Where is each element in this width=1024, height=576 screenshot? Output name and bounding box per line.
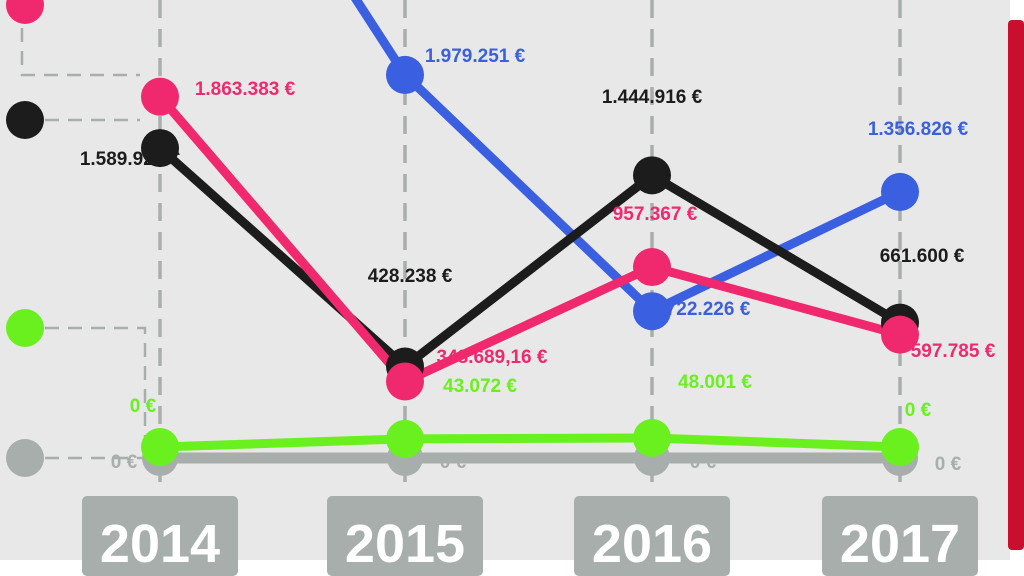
data-point-pink xyxy=(633,248,671,287)
data-point-green xyxy=(141,428,179,466)
data-point-blue xyxy=(881,172,919,211)
data-label-black: 1.444.916 € xyxy=(602,87,703,108)
data-label-pink: 348.689,16 € xyxy=(437,347,548,368)
year-box xyxy=(82,496,238,576)
data-label-grey: 0 € xyxy=(440,452,467,473)
data-label-green: 0 € xyxy=(905,400,932,421)
data-label-grey: 0 € xyxy=(111,452,138,473)
legend-dot xyxy=(6,101,44,139)
data-label-blue: 1.979.251 € xyxy=(425,46,526,67)
x-tick-label: 2017 xyxy=(840,514,960,574)
data-point-pink xyxy=(386,362,424,401)
data-point-blue xyxy=(386,55,424,94)
x-tick-label: 2015 xyxy=(345,514,465,574)
data-label-green: 43.072 € xyxy=(443,376,517,397)
legend-connector xyxy=(45,326,147,440)
data-label-pink: 957.367 € xyxy=(613,204,698,225)
data-label-black: 428.238 € xyxy=(368,266,453,287)
data-label-blue: 1.356.826 € xyxy=(868,119,969,140)
data-point-green xyxy=(881,428,919,466)
x-tick-label: 2014 xyxy=(100,514,220,574)
accent-bar xyxy=(1008,20,1024,550)
data-label-green: 0 € xyxy=(130,396,157,417)
legend-dot xyxy=(6,0,44,24)
year-box xyxy=(822,496,978,576)
legend-dot xyxy=(6,309,44,347)
year-box xyxy=(327,496,483,576)
legend-dot xyxy=(6,439,44,477)
data-label-blue: 722.226 € xyxy=(666,299,751,320)
data-point-pink xyxy=(881,315,919,354)
data-label-green: 48.001 € xyxy=(678,372,752,393)
data-point-green xyxy=(633,418,671,457)
data-label-pink: 597.785 € xyxy=(911,341,996,362)
x-tick-label: 2016 xyxy=(592,514,712,574)
data-label-grey: 0 € xyxy=(935,454,962,475)
data-label-black: 661.600 € xyxy=(880,246,965,267)
series-line-pink xyxy=(155,92,905,386)
year-box xyxy=(574,496,730,576)
series-line-green xyxy=(155,433,905,452)
series-line-black xyxy=(155,143,905,371)
data-point-black xyxy=(141,129,179,168)
data-point-blue xyxy=(633,292,671,331)
data-point-pink xyxy=(141,77,179,116)
data-point-green xyxy=(386,419,424,458)
data-point-black xyxy=(633,156,671,195)
data-label-pink: 1.863.383 € xyxy=(195,79,296,100)
data-label-grey: 0 € xyxy=(690,452,717,473)
data-label-black: 1.589.929 € xyxy=(80,149,181,170)
legend-connector xyxy=(20,5,140,77)
